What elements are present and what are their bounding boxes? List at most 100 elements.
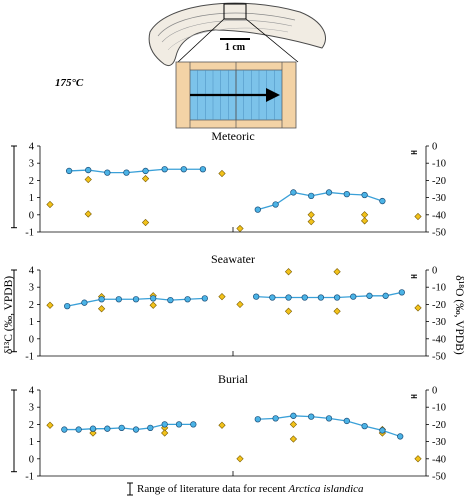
carbon-unheated-point (161, 429, 169, 437)
oxygen-unheated-point (236, 300, 244, 309)
right-tick-label: -50 (432, 472, 446, 483)
carbon-point (161, 421, 168, 428)
carbon-point (64, 302, 71, 310)
oxygen-point (397, 433, 404, 440)
oxygen-unheated-point (284, 307, 293, 315)
carbon-point (65, 167, 73, 175)
carbon-point (184, 296, 191, 303)
oxygen-point (290, 189, 297, 196)
right-tick-label: -20 (432, 300, 446, 311)
oxygen-unheated-point (414, 304, 422, 312)
oxygen-point (272, 415, 279, 422)
oxygen-unheated-point (236, 224, 244, 233)
oxygen-unheated-point (307, 218, 315, 226)
left-tick-label: 2 (29, 300, 34, 311)
right-tick-label: 0 (432, 266, 437, 277)
oxygen-unheated-point (414, 455, 422, 463)
oxygen-point (333, 294, 341, 301)
left-tick-label: 2 (29, 176, 34, 187)
oxygen-point (317, 294, 325, 301)
oxygen-point (301, 294, 308, 301)
carbon-unheated-point (218, 421, 226, 429)
oxygen-point (398, 289, 405, 296)
carbon-point (132, 426, 140, 433)
carbon-unheated-point (141, 175, 150, 183)
carbon-point (199, 166, 207, 173)
left-tick-label: 0 (29, 334, 34, 345)
oxygen-point (382, 292, 389, 299)
right-tick-label: -10 (432, 283, 446, 294)
carbon-point (85, 166, 92, 174)
carbon-point (167, 296, 174, 304)
oxygen-unheated-point (360, 217, 369, 225)
carbon-point (132, 296, 140, 303)
carbon-unheated-point (141, 218, 150, 227)
carbon-series-line (69, 168, 203, 174)
oxygen-point (308, 413, 315, 420)
right-tick-label: -10 (432, 403, 446, 414)
oxygen-unheated-point (333, 268, 341, 276)
carbon-unheated-point (46, 301, 54, 309)
panel-title-seawater: Seawater (211, 252, 255, 266)
carbon-point (142, 167, 149, 175)
oxygen-point (379, 427, 386, 434)
carbon-point (201, 295, 208, 302)
carbon-unheated-point (84, 210, 92, 218)
panel-title-meteoric: Meteoric (211, 129, 254, 143)
oxygen-point (361, 191, 368, 199)
carbon-series-line (64, 423, 194, 431)
oxygen-point (290, 412, 297, 419)
left-tick-label: 0 (29, 210, 34, 221)
left-tick-label: 2 (29, 420, 34, 431)
right-tick-label: -20 (432, 420, 446, 431)
oxygen-point (325, 415, 333, 422)
right-tick-label: 0 (432, 142, 437, 153)
right-tick-label: -50 (432, 352, 446, 363)
carbon-point (118, 424, 125, 431)
oxygen-unheated-point (236, 455, 244, 463)
y-axis-label-left: δ¹³C (‰, VPDB) (3, 276, 15, 354)
oxygen-point (254, 416, 261, 423)
oxygen-point (343, 191, 350, 198)
carbon-point (104, 169, 111, 176)
carbon-point (147, 424, 154, 431)
oxygen-point (343, 417, 350, 425)
oxygen-unheated-point (289, 435, 298, 443)
carbon-point (75, 426, 82, 433)
oxygen-point (350, 293, 357, 300)
carbon-point (175, 421, 183, 428)
footer-legend: Range of literature data for recent Arct… (127, 482, 364, 496)
right-tick-label: 0 (432, 386, 437, 397)
left-tick-label: 3 (29, 283, 34, 294)
right-tick-label: -50 (432, 228, 446, 239)
oxygen-point (325, 189, 333, 196)
carbon-point (115, 296, 122, 303)
carbon-unheated-point (46, 200, 54, 209)
carbon-unheated-point (97, 305, 106, 313)
chart-panels: -101234-50-40-30-20-100-101234-50-40-30-… (11, 142, 446, 483)
oxygen-point (379, 197, 386, 205)
left-tick-label: 1 (29, 317, 34, 328)
carbon-unheated-point (218, 169, 226, 178)
carbon-point (98, 296, 105, 303)
carbon-unheated-point (218, 293, 226, 301)
carbon-unheated-point (84, 175, 92, 184)
right-tick-label: -40 (432, 210, 446, 221)
left-tick-label: -1 (25, 352, 34, 363)
carbon-point (123, 169, 130, 176)
right-tick-label: -30 (432, 437, 446, 448)
left-tick-label: 3 (29, 159, 34, 170)
right-tick-label: -10 (432, 159, 446, 170)
sample-chip (175, 61, 297, 129)
right-tick-label: -30 (432, 317, 446, 328)
carbon-point (81, 299, 88, 306)
sample-location-box (223, 3, 247, 20)
carbon-point (161, 166, 168, 173)
oxygen-series-line (256, 291, 402, 299)
left-tick-label: 1 (29, 437, 34, 448)
carbon-unheated-point (46, 421, 54, 429)
oxygen-point (361, 422, 368, 430)
left-tick-label: 1 (29, 193, 34, 204)
